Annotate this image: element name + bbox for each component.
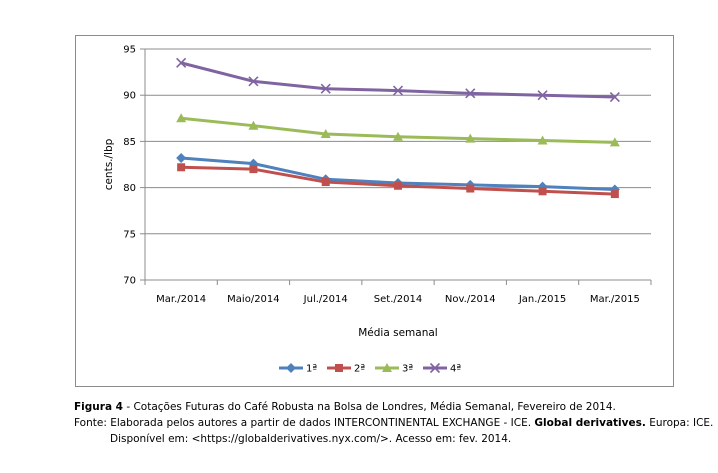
legend-item-4: 4ª xyxy=(423,362,461,375)
x-tick-label: Mar./2015 xyxy=(590,294,640,305)
data-point xyxy=(609,137,620,147)
legend-label: 4ª xyxy=(450,364,461,375)
legend-label: 2ª xyxy=(354,364,365,375)
x-tick-labels: Mar./2014 Maio/2014 Jul./2014 Set./2014 Nov.… xyxy=(156,294,640,305)
data-point xyxy=(537,90,548,101)
y-tick-labels: 70 75 80 85 90 95 xyxy=(123,45,136,287)
data-point xyxy=(321,178,330,187)
data-point xyxy=(248,158,259,169)
marker-stroke xyxy=(320,83,331,94)
data-point xyxy=(537,135,548,145)
y-axis-label: cents./lbp xyxy=(103,138,115,190)
marker-stroke xyxy=(609,91,620,103)
marker-stroke xyxy=(176,57,187,68)
y-tick-label: 85 xyxy=(123,137,136,148)
series-line xyxy=(180,61,615,99)
marker-stroke xyxy=(248,76,259,87)
legend-label: 3ª xyxy=(402,364,413,375)
legend-item-3: 3ª xyxy=(375,363,413,375)
data-point xyxy=(176,113,187,123)
legend-label: 1ª xyxy=(306,364,317,375)
data-point xyxy=(466,184,475,193)
figure-label: Figura 4 xyxy=(74,401,123,413)
availability-line: Disponível em: <https://globalderivative… xyxy=(110,433,512,445)
data-point xyxy=(320,129,331,139)
source-prefix: Fonte: Elaborada pelos autores a partir … xyxy=(74,417,535,429)
data-point xyxy=(609,91,620,103)
source-bold: Global derivatives. xyxy=(534,417,646,429)
legend: 1ª 2ª 3ª 4ª xyxy=(279,362,461,375)
x-tick-label: Jul./2014 xyxy=(303,294,348,305)
data-point xyxy=(249,165,258,174)
data-point xyxy=(465,133,476,143)
series-2 xyxy=(177,163,619,199)
data-point xyxy=(320,83,331,94)
data-point xyxy=(610,190,619,199)
y-tick-label: 80 xyxy=(123,183,136,194)
chart-frame: 70 75 80 85 90 95 Mar./2014 Maio/2014 Jul./2014… xyxy=(75,35,674,387)
y-tick-label: 90 xyxy=(123,91,136,102)
x-axis-label: Média semanal xyxy=(358,327,437,339)
series-group xyxy=(176,57,620,199)
data-point xyxy=(248,76,259,87)
figure-title: Figura 4 - Cotações Futuras do Café Robu… xyxy=(74,399,704,415)
data-point xyxy=(248,120,259,130)
legend-marker xyxy=(335,364,343,372)
data-point xyxy=(538,187,547,196)
x-tick-label: Mar./2014 xyxy=(156,294,206,305)
y-tick-label: 70 xyxy=(123,276,136,287)
data-point xyxy=(393,131,403,141)
data-point xyxy=(394,181,402,190)
x-tick-label: Jan./2015 xyxy=(518,294,566,305)
x-tick-label: Set./2014 xyxy=(374,294,422,305)
legend-item-2: 2ª xyxy=(327,364,365,375)
y-tick-label: 75 xyxy=(123,229,136,240)
marker-stroke xyxy=(392,85,404,96)
x-tick-label: Nov./2014 xyxy=(445,294,496,305)
data-point xyxy=(176,153,187,164)
source-line: Fonte: Elaborada pelos autores a partir … xyxy=(74,415,713,431)
legend-marker xyxy=(429,362,441,374)
marker-stroke xyxy=(537,90,548,101)
data-point xyxy=(465,88,476,99)
series-4 xyxy=(176,57,620,103)
legend-item-1: 1ª xyxy=(279,363,317,375)
data-point xyxy=(176,57,187,68)
legend-marker xyxy=(286,363,296,373)
series-3 xyxy=(176,113,620,147)
x-tick-label: Maio/2014 xyxy=(227,294,279,305)
line-chart: 70 75 80 85 90 95 Mar./2014 Maio/2014 Jul./2014… xyxy=(103,45,652,375)
data-point xyxy=(392,85,404,96)
y-tick-label: 95 xyxy=(123,45,136,56)
marker-stroke xyxy=(465,88,476,99)
source-suffix: Europa: ICE. xyxy=(645,417,714,429)
marker-stroke xyxy=(429,362,441,374)
legend-marker xyxy=(382,363,392,372)
figure-text: - Cotações Futuras do Café Robusta na Bo… xyxy=(123,401,616,413)
figure-caption: Figura 4 - Cotações Futuras do Café Robu… xyxy=(74,399,713,447)
data-point xyxy=(177,163,186,172)
